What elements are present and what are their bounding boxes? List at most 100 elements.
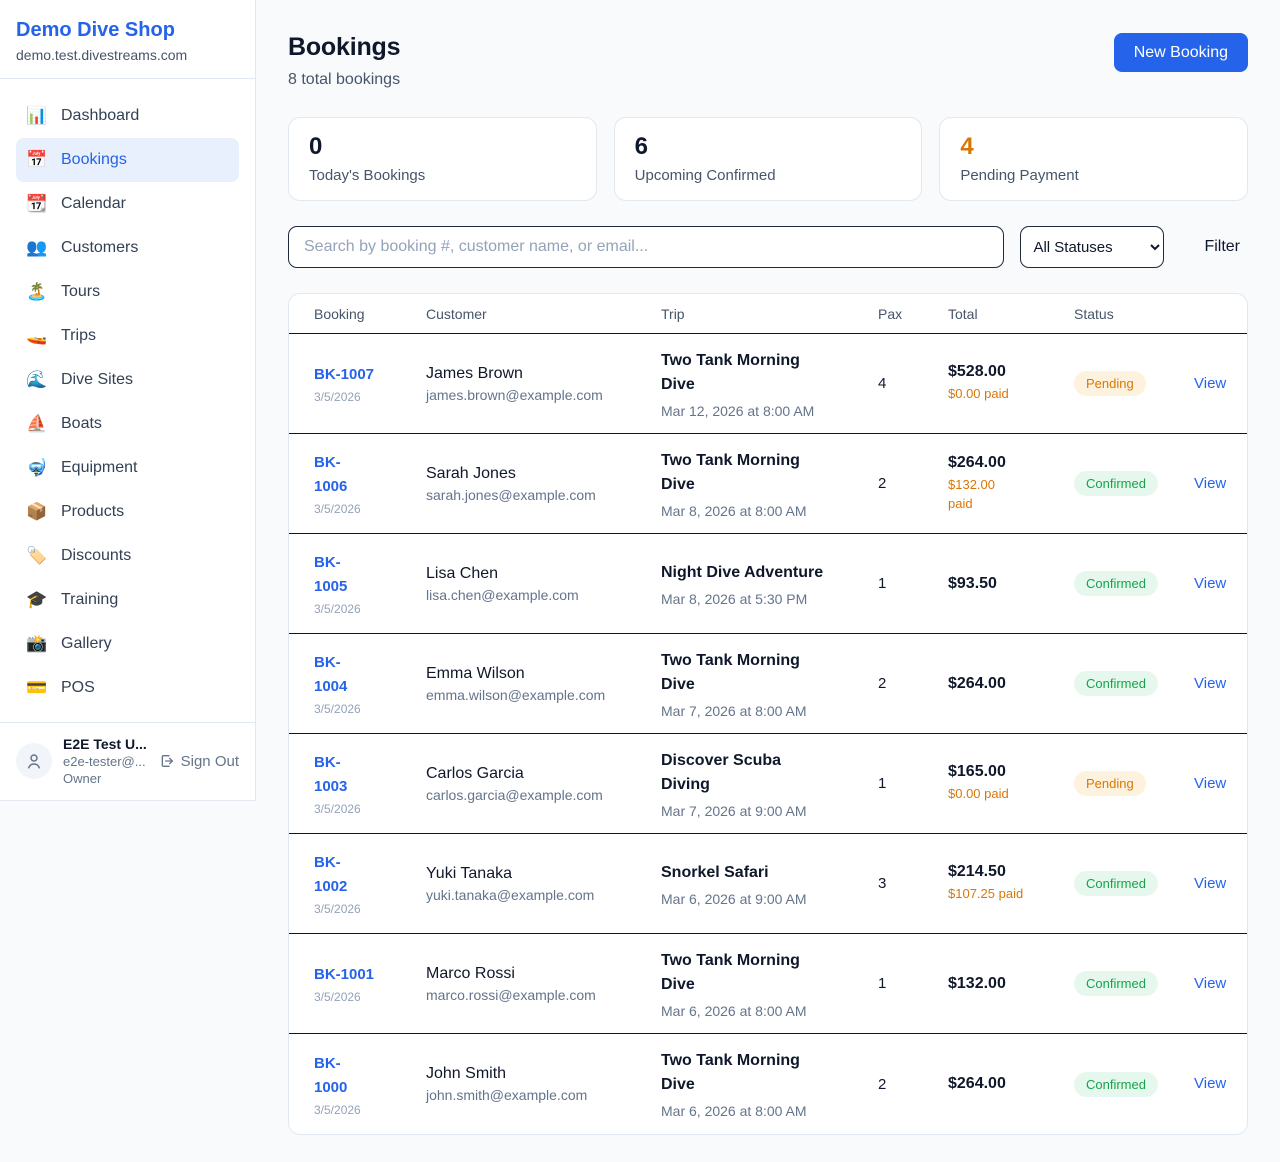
actions-cell: View [1194, 675, 1247, 693]
sidebar-item-label: POS [61, 679, 95, 696]
filter-button[interactable]: Filter [1196, 238, 1248, 256]
page-header: Bookings 8 total bookings New Booking [288, 33, 1248, 89]
paid-amount: $132.00 paid [948, 476, 995, 511]
sidebar-item-equipment[interactable]: 🤿 Equipment [16, 446, 239, 490]
status-badge: Confirmed [1074, 671, 1158, 696]
total-amount: $214.50 [948, 863, 1006, 881]
actions-cell: View [1194, 575, 1247, 593]
stat-value: 0 [309, 133, 323, 160]
view-link[interactable]: View [1194, 374, 1227, 392]
actions-cell: View [1194, 1075, 1247, 1093]
booking-cell: BK- 1002 3/5/2026 [314, 851, 426, 916]
customer-name: John Smith [426, 1065, 507, 1082]
sidebar-item-label: Boats [61, 415, 102, 432]
dive-sites-icon: 🌊 [26, 370, 48, 389]
pax-value: 2 [878, 475, 887, 492]
stat-label: Today's Bookings [309, 167, 426, 184]
trip-cell: Two Tank Morning Dive Mar 7, 2026 at 8:00… [661, 649, 878, 719]
sign-out-button[interactable]: Sign Out [159, 753, 239, 770]
booking-cell: BK- 1005 3/5/2026 [314, 551, 426, 616]
table-row: BK- 1004 3/5/2026 Emma Wilson emma.wilson@e… [289, 634, 1247, 734]
sidebar-item-label: Calendar [61, 195, 126, 212]
trip-datetime: Mar 6, 2026 at 8:00 AM [661, 1103, 807, 1119]
sidebar-nav: 📊 Dashboard 📅 Bookings 📆 Calendar 👥 Customers 🏝️… [0, 79, 255, 710]
pos-icon: 💳 [26, 678, 48, 697]
status-filter-select[interactable]: All Statuses [1020, 226, 1165, 268]
total-cell: $165.00 $0.00 paid [948, 763, 1074, 804]
column-header-customer: Customer [426, 305, 487, 322]
total-amount: $93.50 [948, 574, 997, 592]
brand-block: Demo Dive Shop demo.test.divestreams.com [0, 0, 255, 79]
user-avatar [16, 743, 52, 779]
view-link[interactable]: View [1194, 474, 1227, 492]
status-badge: Pending [1074, 771, 1146, 796]
sidebar-item-products[interactable]: 📦 Products [16, 490, 239, 534]
bookings-table: Booking Customer Trip Pax Total Status BK-100… [288, 293, 1248, 1135]
customer-cell: Yuki Tanaka yuki.tanaka@example.com [426, 865, 661, 903]
customer-email: marco.rossi@example.com [426, 986, 596, 1003]
booking-date: 3/5/2026 [314, 1102, 361, 1117]
trips-icon: 🚤 [26, 326, 48, 345]
view-link[interactable]: View [1194, 974, 1227, 992]
sidebar-item-calendar[interactable]: 📆 Calendar [16, 182, 239, 226]
sidebar-item-customers[interactable]: 👥 Customers [16, 226, 239, 270]
booking-id-link[interactable]: BK-1001 [314, 966, 375, 983]
booking-date: 3/5/2026 [314, 390, 361, 404]
booking-cell: BK-1007 3/5/2026 [314, 363, 426, 404]
booking-cell: BK- 1000 3/5/2026 [314, 1052, 426, 1117]
view-link[interactable]: View [1194, 874, 1227, 892]
actions-cell: View [1194, 775, 1247, 793]
view-link[interactable]: View [1194, 674, 1227, 692]
table-row: BK- 1006 3/5/2026 Sarah Jones sarah.jones@e… [289, 434, 1247, 534]
booking-id-link[interactable]: BK- 1004 [314, 654, 348, 695]
column-header-booking: Booking [314, 305, 365, 322]
customer-email: yuki.tanaka@example.com [426, 886, 595, 903]
view-link[interactable]: View [1194, 774, 1227, 792]
sidebar-item-discounts[interactable]: 🏷️ Discounts [16, 534, 239, 578]
sidebar-item-pos[interactable]: 💳 POS [16, 666, 239, 710]
trip-cell: Night Dive Adventure Mar 8, 2026 at 5:30 … [661, 561, 878, 607]
view-link[interactable]: View [1194, 574, 1227, 592]
actions-cell: View [1194, 975, 1247, 993]
sidebar-item-bookings[interactable]: 📅 Bookings [16, 138, 239, 182]
pax-value: 4 [878, 375, 887, 392]
gallery-icon: 📸 [26, 634, 48, 653]
trip-name: Snorkel Safari [661, 863, 769, 881]
sidebar: Demo Dive Shop demo.test.divestreams.com… [0, 0, 256, 801]
total-cell: $214.50 $107.25 paid [948, 863, 1074, 904]
booking-id-link[interactable]: BK- 1003 [314, 754, 348, 795]
booking-cell: BK-1001 3/5/2026 [314, 963, 426, 1004]
customer-name: James Brown [426, 364, 523, 382]
sidebar-item-dive-sites[interactable]: 🌊 Dive Sites [16, 358, 239, 402]
status-badge: Confirmed [1074, 471, 1158, 496]
booking-id-link[interactable]: BK- 1002 [314, 854, 348, 895]
pax-value: 1 [878, 775, 887, 792]
booking-id-link[interactable]: BK- 1000 [314, 1054, 348, 1096]
trip-name: Two Tank Morning Dive [661, 451, 800, 493]
view-link[interactable]: View [1194, 1075, 1227, 1092]
stats-row: 0 Today's Bookings 6 Upcoming Confirmed 4 Pen… [288, 117, 1248, 201]
sidebar-item-boats[interactable]: ⛵ Boats [16, 402, 239, 446]
pax-value: 1 [878, 575, 887, 592]
page-title-block: Bookings 8 total bookings [288, 33, 400, 89]
sidebar-item-gallery[interactable]: 📸 Gallery [16, 622, 239, 666]
user-name: E2E Test U... [63, 736, 147, 752]
new-booking-button[interactable]: New Booking [1113, 33, 1248, 72]
table-header-row: Booking Customer Trip Pax Total Status [289, 294, 1247, 334]
booking-id-link[interactable]: BK- 1005 [314, 554, 348, 595]
booking-cell: BK- 1006 3/5/2026 [314, 451, 426, 516]
sidebar-item-dashboard[interactable]: 📊 Dashboard [16, 94, 239, 138]
stat-card-pending-payment: 4 Pending Payment [939, 117, 1248, 201]
tours-icon: 🏝️ [26, 282, 48, 301]
sidebar-item-tours[interactable]: 🏝️ Tours [16, 270, 239, 314]
search-input[interactable] [288, 226, 1005, 268]
customer-cell: Carlos Garcia carlos.garcia@example.com [426, 765, 661, 803]
sidebar-item-label: Discounts [61, 547, 132, 564]
booking-id-link[interactable]: BK-1007 [314, 366, 375, 383]
customer-name: Lisa Chen [426, 564, 499, 582]
sidebar-item-training[interactable]: 🎓 Training [16, 578, 239, 622]
booking-id-link[interactable]: BK- 1006 [314, 454, 348, 495]
sidebar-item-trips[interactable]: 🚤 Trips [16, 314, 239, 358]
status-badge: Pending [1074, 371, 1146, 396]
status-cell: Pending [1074, 371, 1194, 396]
